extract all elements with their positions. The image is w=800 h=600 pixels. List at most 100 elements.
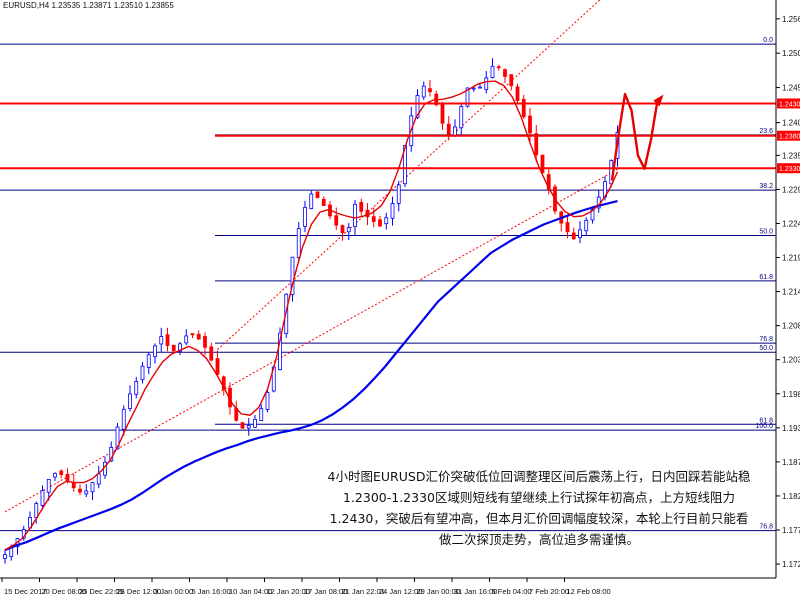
ma-slow-line xyxy=(4,200,618,552)
price-tick-label: 1.19305 xyxy=(782,424,800,433)
time-tick-label: 17 Jan 08:00 xyxy=(304,587,347,596)
candle-body xyxy=(309,193,314,210)
candle-body xyxy=(459,106,464,129)
candle-body xyxy=(584,219,589,232)
arrow-head xyxy=(653,94,664,107)
price-tick-label: 1.17205 xyxy=(782,560,800,569)
resistance-lines: 1.24305 1.23808 1.23307 xyxy=(0,98,800,174)
price-tick-label: 1.25610 xyxy=(782,15,800,24)
time-tick-label: 25 Dec 22:05 xyxy=(79,587,124,596)
candle-body xyxy=(121,408,126,430)
candle-body xyxy=(578,229,582,239)
candle-body xyxy=(453,126,457,136)
candle-body xyxy=(221,376,226,390)
price-tick-label: 1.18255 xyxy=(782,492,800,501)
price-label-box xyxy=(777,98,800,109)
candle-body xyxy=(396,184,401,204)
trendlines xyxy=(4,0,618,513)
fib-label: 50.0 xyxy=(759,345,773,352)
time-tick-label: 3 Jan 00:00 xyxy=(154,587,193,596)
candle-body xyxy=(278,332,282,370)
price-tick-label: 1.25080 xyxy=(782,49,800,58)
price-tick-label: 1.19830 xyxy=(782,390,800,399)
candle-body xyxy=(415,95,420,119)
price-label-text: 1.23307 xyxy=(779,166,800,173)
projection-arrow xyxy=(610,92,664,181)
candle-body xyxy=(196,333,201,340)
candle-body xyxy=(240,422,245,429)
candle-body xyxy=(428,88,432,93)
candle-body xyxy=(340,225,345,234)
fib-label: 76.8 xyxy=(759,336,773,343)
candle-body xyxy=(115,426,120,450)
fib-label: 76.8 xyxy=(759,524,773,531)
candle-body xyxy=(353,203,357,227)
candle-body xyxy=(59,470,64,475)
time-tick-label: 15 Dec 2017 xyxy=(4,587,47,596)
candle-body xyxy=(440,103,445,124)
fib-label: 61.8 xyxy=(759,274,773,281)
price-tick-label: 1.22455 xyxy=(782,219,800,228)
candle-body xyxy=(140,365,145,381)
candle-body xyxy=(509,74,514,87)
time-tick-label: 5 Jan 16:00 xyxy=(192,587,231,596)
price-tick-label: 1.20880 xyxy=(782,322,800,331)
fib-label: 61.8 xyxy=(759,417,773,424)
candle-body xyxy=(465,87,470,107)
candle-body xyxy=(246,425,251,429)
time-tick-label: 20 Dec 08:00 xyxy=(42,587,87,596)
candle-body xyxy=(528,115,532,134)
candle-body xyxy=(96,473,101,485)
candle-body xyxy=(203,336,207,348)
candle-body xyxy=(359,201,364,212)
candle-body xyxy=(521,98,526,118)
candle-body xyxy=(165,334,170,346)
candle-body xyxy=(159,336,164,345)
candle-body xyxy=(571,232,576,240)
candle-body xyxy=(503,69,507,77)
candle-body xyxy=(65,473,70,482)
candle-body xyxy=(490,65,495,78)
candle-body xyxy=(71,482,76,489)
candle-body xyxy=(346,227,351,233)
candle-body xyxy=(153,345,157,358)
candle-body xyxy=(471,87,476,90)
candle-body xyxy=(46,478,51,493)
price-tick-label: 1.20355 xyxy=(782,356,800,365)
fib-label: 0.0 xyxy=(763,37,773,44)
time-tick-label: 7 Feb 20:00 xyxy=(529,587,569,596)
candle-body xyxy=(171,344,176,352)
annotation-text: 4小时图EURUSD汇价突破低位回调整理区间后震荡上行，日内回踩若能站稳1.23… xyxy=(327,469,751,547)
time-tick-label: 28 Dec 12:00 xyxy=(117,587,162,596)
fib-label: 100.0 xyxy=(755,423,773,430)
candle-body xyxy=(84,490,89,495)
fib-label: 38.2 xyxy=(759,183,773,190)
time-tick-label: 12 Feb 08:00 xyxy=(567,587,611,596)
candle-body xyxy=(421,85,426,98)
price-tick-label: 1.18780 xyxy=(782,458,800,467)
candle-body xyxy=(546,174,551,190)
candle-body xyxy=(303,207,307,227)
symbol-header: EURUSD,H4 1.23535 1.23871 1.23510 1.2385… xyxy=(3,1,174,10)
candle-body xyxy=(446,123,451,136)
candle-body xyxy=(78,488,82,493)
candle-body xyxy=(253,418,257,428)
candle-body xyxy=(265,392,270,410)
price-tick-label: 1.21405 xyxy=(782,288,800,297)
candle-body xyxy=(34,503,39,518)
time-tick-label: 21 Jan 22:01 xyxy=(342,587,385,596)
candle-body xyxy=(496,66,501,69)
fib-label: 23.6 xyxy=(759,128,773,135)
candle-body xyxy=(178,343,182,352)
candle-body xyxy=(484,77,489,90)
price-label-text: 1.24305 xyxy=(779,101,800,108)
price-tick-label: 1.17730 xyxy=(782,526,800,535)
candle-body xyxy=(209,346,214,361)
price-tick-label: 1.22980 xyxy=(782,185,800,194)
price-tick-label: 1.23505 xyxy=(782,151,800,160)
candle-body xyxy=(128,393,132,409)
price-tick-label: 1.21930 xyxy=(782,254,800,263)
candle-body xyxy=(515,86,520,101)
